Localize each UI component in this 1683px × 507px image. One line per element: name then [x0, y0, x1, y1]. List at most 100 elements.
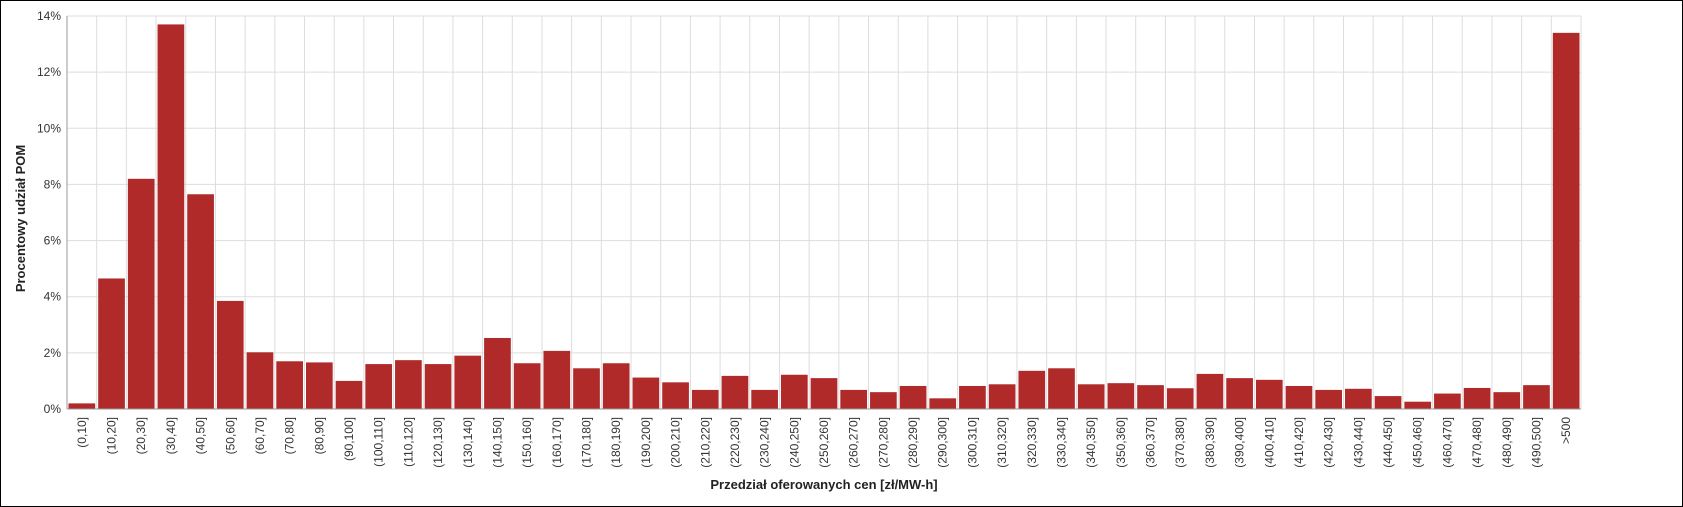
- x-tick-label: (50,60]: [223, 417, 237, 454]
- bar: [1434, 393, 1461, 409]
- x-tick-label: (440,450]: [1381, 417, 1395, 468]
- bar: [1374, 396, 1402, 409]
- bar: [127, 178, 155, 409]
- x-tick-label: (290,300]: [936, 417, 950, 468]
- bars: [68, 24, 1580, 410]
- x-tick-label: (420,430]: [1322, 417, 1336, 468]
- x-tick-label: (310,320]: [995, 417, 1009, 468]
- bar: [899, 385, 927, 409]
- x-tick-label: (70,80]: [283, 417, 297, 454]
- x-tick-label: (460,470]: [1440, 417, 1454, 468]
- x-tick-label: (200,210]: [669, 417, 683, 468]
- bar: [1463, 387, 1491, 409]
- bar: [691, 389, 719, 409]
- bar: [424, 364, 452, 409]
- bar: [1137, 385, 1164, 409]
- y-tick-labels: 0% 2% 4% 6% 8% 10% 12% 14%: [37, 9, 61, 416]
- bar: [1493, 392, 1521, 409]
- grid-lines: [66, 15, 1582, 410]
- bar: [810, 378, 838, 409]
- x-tick-label: (270,280]: [876, 417, 890, 468]
- x-tick-label: (480,490]: [1500, 417, 1514, 468]
- bar: [751, 389, 778, 409]
- bar: [1552, 32, 1580, 409]
- y-tick-label: 8%: [44, 177, 62, 191]
- bar: [365, 364, 393, 409]
- bar: [929, 398, 957, 409]
- bar: [840, 389, 868, 409]
- x-tick-label: (90,100]: [342, 417, 356, 461]
- x-tick-label: (110,120]: [401, 417, 415, 467]
- x-tick-label: (250,260]: [817, 417, 831, 468]
- x-tick-label: (30,40]: [164, 417, 178, 454]
- bar: [484, 337, 511, 409]
- y-tick-label: 6%: [44, 234, 62, 248]
- x-tick-label: (170,180]: [580, 417, 594, 468]
- x-tick-label: (10,20]: [105, 417, 119, 454]
- bar: [276, 361, 303, 409]
- y-tick-label: 0%: [44, 402, 62, 416]
- bar: [1226, 378, 1253, 409]
- bar: [335, 380, 363, 409]
- y-tick-label: 14%: [37, 9, 61, 23]
- x-tick-label: (390,400]: [1233, 417, 1247, 468]
- bar: [780, 374, 808, 409]
- x-axis-title: Przedział oferowanych cen [zł/MW-h]: [710, 477, 937, 492]
- bar: [454, 355, 482, 409]
- x-tick-label: (180,190]: [609, 417, 623, 468]
- bar: [988, 384, 1016, 409]
- y-tick-label: 12%: [37, 65, 61, 79]
- x-tick-label: (340,350]: [1084, 417, 1098, 468]
- x-tick-label: (330,340]: [1054, 417, 1068, 468]
- x-tick-label: (0,10]: [75, 417, 89, 448]
- x-tick-label: (100,110]: [372, 417, 386, 467]
- x-tick-label: (130,140]: [461, 417, 475, 468]
- axes: [66, 16, 1581, 410]
- x-tick-label: (300,310]: [965, 417, 979, 468]
- x-tick-label: (470,480]: [1470, 417, 1484, 468]
- bar: [246, 352, 274, 409]
- x-tick-label: (360,370]: [1144, 417, 1158, 468]
- x-tick-label: (410,420]: [1292, 417, 1306, 468]
- bar: [721, 375, 749, 409]
- x-tick-label: (240,250]: [787, 417, 801, 468]
- bar: [187, 194, 214, 409]
- x-tick-label: (450,460]: [1411, 417, 1425, 468]
- x-tick-labels: (0,10] (10,20] (20,30] (30,40] (40,50] (50,60…: [75, 417, 1573, 468]
- x-tick-label: (230,240]: [758, 417, 772, 468]
- bar: [573, 368, 600, 409]
- x-tick-label: (140,150]: [490, 417, 504, 468]
- bar: [1523, 385, 1550, 409]
- bar: [543, 350, 571, 409]
- x-tick-label: (260,270]: [847, 417, 861, 468]
- bar: [1196, 373, 1224, 409]
- x-tick-label: >500: [1559, 417, 1573, 444]
- y-tick-label: 2%: [44, 346, 62, 360]
- bar: [1018, 370, 1046, 409]
- x-tick-label: (40,50]: [194, 417, 208, 454]
- y-axis-title: Procentowy udział POM: [13, 145, 28, 292]
- x-tick-label: (220,230]: [728, 417, 742, 468]
- bar: [1285, 385, 1313, 409]
- x-tick-label: (60,70]: [253, 417, 267, 454]
- x-tick-label: (320,330]: [1025, 417, 1039, 468]
- y-tick-label: 4%: [44, 290, 62, 304]
- x-tick-label: (280,290]: [906, 417, 920, 468]
- x-tick-label: (150,160]: [520, 417, 534, 468]
- bar: [1315, 389, 1343, 409]
- bar: [68, 403, 96, 409]
- bar: [959, 385, 986, 409]
- bar: [1166, 388, 1194, 409]
- bar: [1345, 388, 1372, 409]
- bar: [632, 377, 660, 409]
- x-tick-label: (20,30]: [134, 417, 148, 454]
- x-tick-label: (190,200]: [639, 417, 653, 468]
- bar: [1107, 383, 1135, 409]
- x-tick-label: (370,380]: [1173, 417, 1187, 468]
- bar: [513, 363, 541, 409]
- bar: [395, 360, 422, 409]
- x-tick-label: (430,440]: [1351, 417, 1365, 468]
- x-tick-label: (210,220]: [698, 417, 712, 468]
- bar: [98, 278, 125, 409]
